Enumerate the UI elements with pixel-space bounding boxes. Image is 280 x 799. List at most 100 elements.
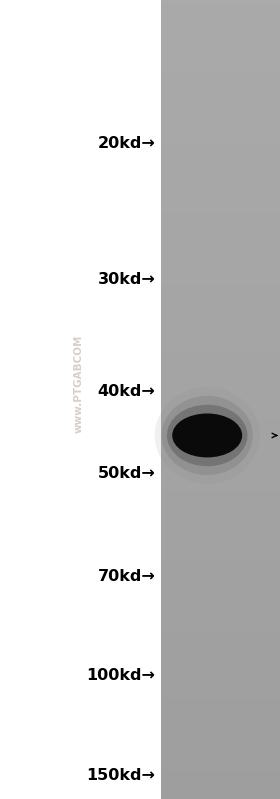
Bar	[161, 559, 280, 563]
Bar	[161, 24, 280, 28]
Bar	[161, 140, 280, 144]
Bar	[161, 523, 280, 527]
Text: 40kd→: 40kd→	[98, 384, 155, 399]
Bar	[161, 547, 280, 551]
Bar	[161, 48, 280, 52]
Bar	[161, 667, 280, 671]
Bar	[161, 759, 280, 763]
Bar	[161, 719, 280, 723]
Bar	[161, 392, 280, 396]
Bar	[161, 160, 280, 164]
Bar	[161, 407, 280, 411]
Bar	[161, 599, 280, 603]
Bar	[161, 88, 280, 92]
Bar	[161, 771, 280, 775]
Bar	[161, 68, 280, 72]
Bar	[161, 320, 280, 324]
Bar	[161, 487, 280, 491]
Bar	[161, 152, 280, 156]
Bar	[161, 631, 280, 635]
Bar	[161, 28, 280, 32]
Bar	[161, 671, 280, 675]
Bar	[161, 136, 280, 140]
Bar	[161, 511, 280, 515]
Bar	[161, 52, 280, 56]
Text: 150kd→: 150kd→	[87, 768, 155, 782]
Bar	[161, 328, 280, 332]
Bar	[161, 292, 280, 296]
Bar	[161, 228, 280, 232]
Bar	[161, 96, 280, 100]
Bar	[161, 475, 280, 479]
Bar	[161, 595, 280, 599]
Bar	[161, 212, 280, 216]
Bar	[161, 743, 280, 747]
Bar	[161, 148, 280, 152]
Bar	[161, 603, 280, 607]
Bar	[161, 104, 280, 108]
Bar	[161, 356, 280, 360]
Bar	[161, 376, 280, 380]
Bar	[161, 427, 280, 431]
Bar	[161, 791, 280, 795]
Bar	[161, 284, 280, 288]
Bar	[161, 176, 280, 180]
Bar	[161, 711, 280, 715]
Bar	[161, 200, 280, 204]
Bar	[161, 411, 280, 415]
Bar	[161, 388, 280, 392]
Bar	[161, 643, 280, 647]
Bar	[161, 495, 280, 499]
Bar	[161, 384, 280, 388]
Bar	[161, 184, 280, 188]
Bar	[161, 579, 280, 583]
Bar	[161, 352, 280, 356]
Bar	[161, 527, 280, 531]
Bar	[161, 747, 280, 751]
Bar	[161, 84, 280, 88]
Bar	[161, 220, 280, 224]
Bar	[161, 168, 280, 172]
Bar	[161, 491, 280, 495]
Bar	[161, 551, 280, 555]
Bar	[161, 763, 280, 767]
Bar	[161, 4, 280, 8]
Bar	[161, 539, 280, 543]
Bar	[161, 563, 280, 567]
Bar	[161, 120, 280, 124]
Bar	[161, 0, 280, 4]
Ellipse shape	[167, 404, 248, 466]
Bar	[161, 651, 280, 655]
Bar	[161, 739, 280, 743]
Bar	[161, 663, 280, 667]
Bar	[161, 627, 280, 631]
Ellipse shape	[155, 387, 260, 483]
Bar	[161, 431, 280, 435]
Bar	[161, 44, 280, 48]
Bar	[161, 555, 280, 559]
Bar	[161, 272, 280, 276]
Bar	[161, 723, 280, 727]
Bar	[161, 635, 280, 639]
Bar	[161, 108, 280, 112]
Bar	[161, 336, 280, 340]
Bar	[161, 340, 280, 344]
Bar	[161, 675, 280, 679]
Bar	[161, 188, 280, 192]
Bar	[161, 368, 280, 372]
Bar	[161, 479, 280, 483]
Bar	[161, 607, 280, 611]
Bar	[161, 312, 280, 316]
Bar	[161, 316, 280, 320]
Bar	[161, 16, 280, 20]
Bar	[161, 380, 280, 384]
Bar	[161, 332, 280, 336]
Bar	[161, 655, 280, 659]
Ellipse shape	[162, 396, 253, 475]
Bar	[161, 196, 280, 200]
Bar	[161, 156, 280, 160]
Bar	[161, 731, 280, 735]
Bar	[161, 587, 280, 591]
Bar	[161, 515, 280, 519]
Bar	[161, 244, 280, 248]
